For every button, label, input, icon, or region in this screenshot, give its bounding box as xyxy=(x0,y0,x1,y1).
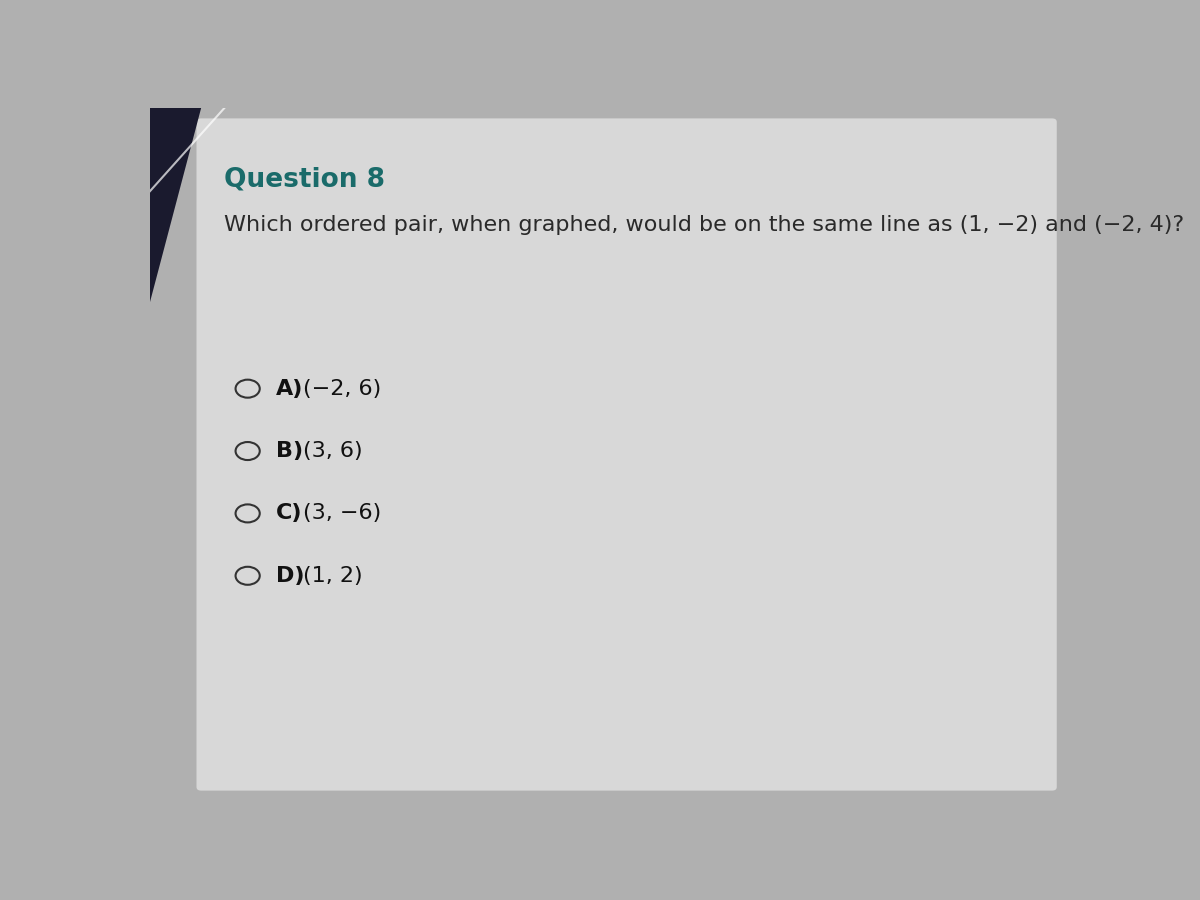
Text: A): A) xyxy=(276,379,302,399)
Text: (3, 6): (3, 6) xyxy=(304,441,364,461)
Polygon shape xyxy=(150,108,202,302)
Text: Which ordered pair, when graphed, would be on the same line as (1, −2) and (−2, : Which ordered pair, when graphed, would … xyxy=(224,215,1184,236)
Text: (1, 2): (1, 2) xyxy=(304,566,364,586)
Text: C): C) xyxy=(276,503,302,524)
FancyBboxPatch shape xyxy=(197,119,1057,790)
Text: Question 8: Question 8 xyxy=(224,166,385,193)
Text: D): D) xyxy=(276,566,304,586)
Text: (−2, 6): (−2, 6) xyxy=(304,379,382,399)
Text: (3, −6): (3, −6) xyxy=(304,503,382,524)
Text: B): B) xyxy=(276,441,302,461)
